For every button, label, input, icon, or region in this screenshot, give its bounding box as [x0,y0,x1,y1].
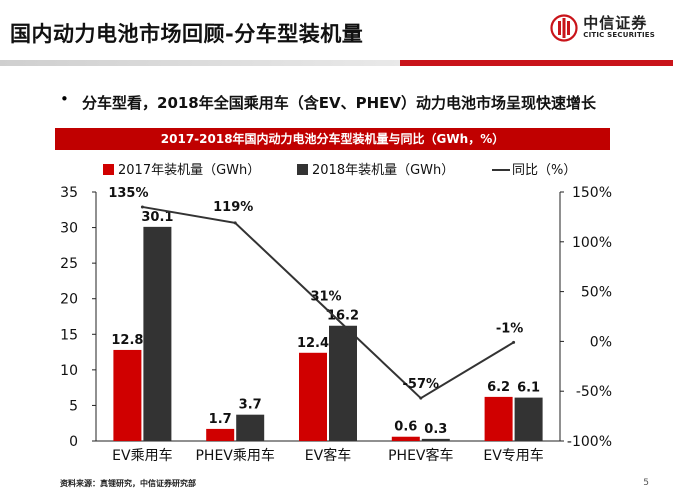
yoy-label: -57% [403,377,440,392]
logo-name-cn: 中信证券 [583,14,648,33]
header-rule-grey [0,60,400,66]
yoy-point [140,205,144,209]
legend-label-2018: 2018年装机量（GWh） [312,163,454,178]
y-tick-label-left: 10 [60,363,78,379]
bar-2017 [484,396,513,441]
bar-2017-label: 12.8 [111,333,143,348]
y-tick-label-right: 100% [572,235,612,251]
yoy-label: 135% [108,186,148,201]
page-title: 国内动力电池市场回顾-分车型装机量 [10,22,364,46]
y-tick-label-right: 0% [590,334,612,350]
y-tick-label-left: 30 [60,221,78,237]
bar-2018-label: 6.1 [517,381,540,396]
source-note: 资料来源：真锂研究，中信证券研究部 [60,479,196,488]
header-rule [0,60,673,66]
x-tick-label: PHEV乘用车 [195,447,274,464]
bar-2018-label: 16.2 [327,309,359,324]
bar-2018 [236,414,265,441]
header-rule-red [400,60,673,66]
bar-2018 [421,438,450,441]
bar-2017 [206,428,235,441]
bar-2017 [113,349,142,441]
x-tick-label: PHEV客车 [388,447,453,464]
chart-title-bar: 2017-2018年国内动力电池分车型装机量与同比（GWh，%） [55,128,610,150]
legend-swatch-2018 [297,164,308,175]
yoy-point [233,221,237,225]
yoy-point [419,396,423,400]
page-number: 5 [643,478,649,488]
bar-2018 [514,397,543,441]
bar-2018 [143,226,172,441]
legend-swatch-2017 [103,164,114,175]
legend-label-yoy: 同比（%） [512,163,576,178]
y-tick-label-left: 20 [60,292,78,308]
bar-2017-label: 12.4 [297,336,329,351]
bar-2018-label: 3.7 [239,398,262,413]
bar-2018 [329,325,357,441]
y-tick-label-left: 0 [69,434,78,450]
y-tick-label-left: 15 [60,327,78,343]
legend-label-2017: 2017年装机量（GWh） [118,163,260,178]
y-tick-label-right: -100% [567,434,612,450]
y-tick-label-left: 35 [60,185,78,201]
y-tick-label-right: -50% [576,384,612,400]
bullet-point-icon: • [60,90,69,108]
y-tick-label-right: 50% [581,285,612,301]
y-tick-label-right: 150% [572,185,612,201]
brand-logo: 中信证券 CITIC SECURITIES [550,14,655,42]
x-tick-label: EV专用车 [483,447,543,464]
yoy-label: 31% [310,290,341,305]
y-tick-label-left: 25 [60,256,78,272]
bar-2018-label: 30.1 [141,210,173,225]
citic-logo-icon [550,14,578,42]
bullet-text: 分车型看，2018年全国乘用车（含EV、PHEV）动力电池市场呈现快速增长 [82,94,597,112]
bar-2018-label: 0.3 [424,422,447,437]
x-tick-label: EV客车 [305,447,351,464]
bar-2017-label: 0.6 [394,420,417,435]
bar-2017 [299,352,327,441]
y-tick-label-left: 5 [69,398,78,414]
bar-2017-label: 6.2 [487,380,510,395]
logo-name-en: CITIC SECURITIES [583,31,655,40]
yoy-point [512,340,516,344]
bar-2017-label: 1.7 [209,412,232,427]
x-tick-label: EV乘用车 [112,447,172,464]
yoy-label: 119% [213,200,253,215]
yoy-point [326,309,330,313]
yoy-label: -1% [496,321,523,336]
bar-2017 [391,436,420,441]
